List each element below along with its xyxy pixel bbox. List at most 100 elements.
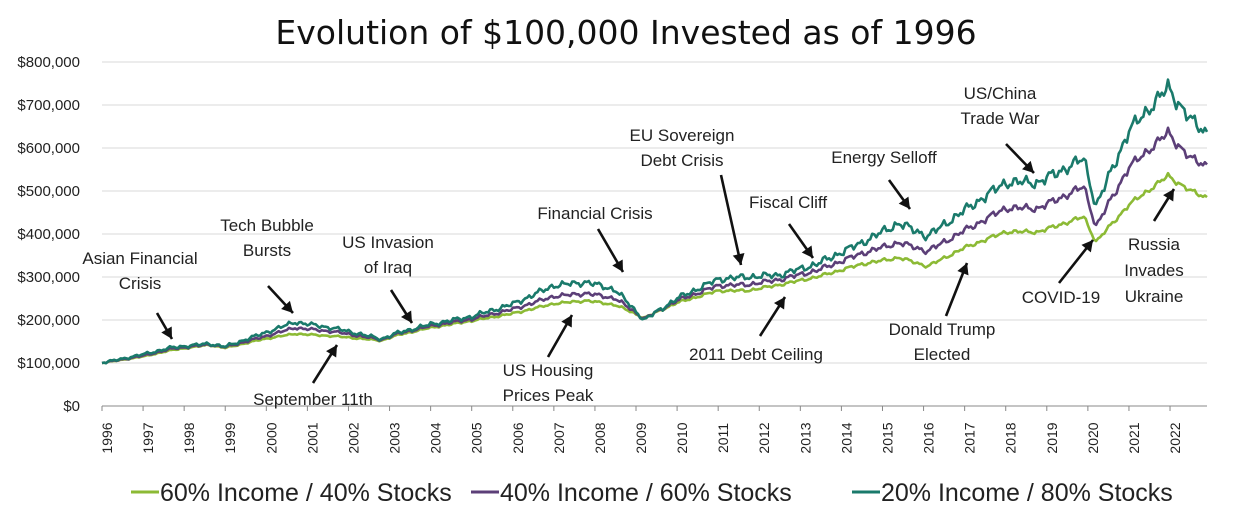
x-tick-label: 2011 xyxy=(715,423,731,453)
annotation-line: Asian Financial xyxy=(82,249,197,268)
y-tick-label: $300,000 xyxy=(17,269,80,286)
annotation: Asian Financial Crisis xyxy=(82,249,198,340)
x-tick-label: 2003 xyxy=(387,422,403,453)
x-tick-label: 1997 xyxy=(140,422,156,453)
x-tick-label: 2008 xyxy=(592,422,608,453)
y-axis-ticks: $0 $100,000 $200,000 $300,000 $400,000 $500,0… xyxy=(17,54,80,415)
x-axis-ticks: 1996 1997 1998 1999 2000 2001 2002 2003 2004 2005… xyxy=(99,406,1183,454)
annotation: September 11th xyxy=(253,344,373,409)
x-tick-label: 1998 xyxy=(181,422,197,453)
chart-title: Evolution of $100,000 Invested as of 199… xyxy=(275,13,976,52)
x-tick-label: 2009 xyxy=(633,422,649,453)
legend: 60% Income / 40% Stocks 40% Income / 60% … xyxy=(131,479,1173,507)
annotation-line: Prices Peak xyxy=(503,386,594,405)
annotation-arrowhead xyxy=(801,245,813,258)
annotation-arrowhead xyxy=(561,315,572,328)
x-tick-label: 2004 xyxy=(428,422,444,453)
series-line-3 xyxy=(101,78,1209,365)
annotation-line: Trade War xyxy=(960,109,1039,128)
annotation-line: Donald Trump xyxy=(889,320,996,339)
annotation-line: of Iraq xyxy=(364,258,412,277)
annotation-line: Invades xyxy=(1124,261,1184,280)
annotation-arrowhead xyxy=(732,252,745,265)
annotation: US Invasion of Iraq xyxy=(342,233,434,324)
x-tick-label: 1999 xyxy=(222,422,238,453)
x-tick-label: 2018 xyxy=(1003,422,1019,453)
annotation-line: September 11th xyxy=(253,390,373,409)
annotation-line: Financial Crisis xyxy=(537,204,652,223)
y-tick-label: $100,000 xyxy=(17,355,80,372)
annotation-line: Bursts xyxy=(243,241,291,260)
annotation-line: Russia xyxy=(1128,235,1181,254)
annotation-line: Crisis xyxy=(119,274,162,293)
x-tick-label: 2020 xyxy=(1085,422,1101,453)
annotation-arrow xyxy=(719,174,743,266)
x-tick-label: 2002 xyxy=(345,422,361,453)
annotation-line: Tech Bubble xyxy=(220,216,314,235)
annotation-label: Tech Bubble Bursts xyxy=(220,216,314,260)
y-tick-label: $200,000 xyxy=(17,312,80,329)
annotation-arrowhead xyxy=(957,263,969,276)
x-tick-label: 2006 xyxy=(510,422,526,453)
annotation: Russia Invades Ukraine xyxy=(1124,188,1184,306)
annotation: EU Sovereign Debt Crisis xyxy=(630,126,745,266)
legend-item: 20% Income / 80% Stocks xyxy=(852,479,1173,507)
legend-label: 60% Income / 40% Stocks xyxy=(160,479,452,507)
annotation-arrowhead xyxy=(1163,189,1174,202)
annotation-label: Energy Selloff xyxy=(831,148,937,167)
annotation-label: Asian Financial Crisis xyxy=(82,249,197,293)
x-tick-label: 2013 xyxy=(797,422,813,453)
annotation-label: US Housing Prices Peak xyxy=(503,361,594,405)
annotation-label: Fiscal Cliff xyxy=(749,193,827,212)
x-tick-label: 2019 xyxy=(1044,422,1060,453)
x-tick-label: 2015 xyxy=(879,422,895,453)
annotation-line: 2011 Debt Ceiling xyxy=(689,345,823,364)
annotations: Asian Financial Crisis Tech Bubble Bursts US… xyxy=(82,84,1183,409)
annotation-arrowhead xyxy=(612,259,623,272)
annotation: Donald Trump Elected xyxy=(889,262,996,364)
annotation-line: COVID-19 xyxy=(1022,288,1100,307)
annotation: Energy Selloff xyxy=(831,148,937,210)
annotation-label: US Invasion of Iraq xyxy=(342,233,434,277)
annotation-line: Ukraine xyxy=(1125,287,1184,306)
annotation: Financial Crisis xyxy=(537,204,653,273)
annotation-label: EU Sovereign Debt Crisis xyxy=(630,126,735,170)
annotation-label: 2011 Debt Ceiling xyxy=(689,345,823,364)
annotation-line: Elected xyxy=(914,345,971,364)
legend-item: 40% Income / 60% Stocks xyxy=(471,479,792,507)
annotation-arrowhead xyxy=(281,300,293,313)
y-tick-label: $0 xyxy=(63,398,80,415)
annotation-arrowhead xyxy=(161,326,172,339)
y-tick-label: $400,000 xyxy=(17,226,80,243)
x-tick-label: 2010 xyxy=(674,422,690,453)
y-tick-label: $600,000 xyxy=(17,140,80,157)
annotation-label: US/China Trade War xyxy=(960,84,1039,128)
annotation-arrowhead xyxy=(898,196,910,209)
x-tick-label: 2001 xyxy=(304,422,320,453)
y-tick-label: $700,000 xyxy=(17,97,80,114)
annotation-label: Russia Invades Ukraine xyxy=(1124,235,1184,306)
annotation-line: EU Sovereign xyxy=(630,126,735,145)
annotation-arrowhead xyxy=(774,297,785,310)
legend-item: 60% Income / 40% Stocks xyxy=(131,479,452,507)
grid-layer xyxy=(102,61,1207,407)
annotation-label: Financial Crisis xyxy=(537,204,652,223)
x-tick-label: 2017 xyxy=(962,422,978,453)
annotation-line: US Housing xyxy=(503,361,594,380)
x-tick-label: 2014 xyxy=(838,422,854,453)
annotation-line: Debt Crisis xyxy=(640,151,723,170)
y-tick-label: $500,000 xyxy=(17,183,80,200)
annotation-label: Donald Trump Elected xyxy=(889,320,996,364)
annotation-label: September 11th xyxy=(253,390,373,409)
x-tick-label: 2007 xyxy=(551,422,567,453)
y-tick-label: $800,000 xyxy=(17,54,80,71)
annotation-arrowhead xyxy=(401,310,412,323)
annotation-arrowhead xyxy=(1022,160,1034,173)
series-lines xyxy=(101,78,1209,365)
x-tick-label: 2022 xyxy=(1167,422,1183,453)
legend-label: 20% Income / 80% Stocks xyxy=(881,479,1173,507)
annotation-line: Fiscal Cliff xyxy=(749,193,827,212)
annotation: US Housing Prices Peak xyxy=(503,314,594,405)
x-tick-label: 2005 xyxy=(469,422,485,453)
